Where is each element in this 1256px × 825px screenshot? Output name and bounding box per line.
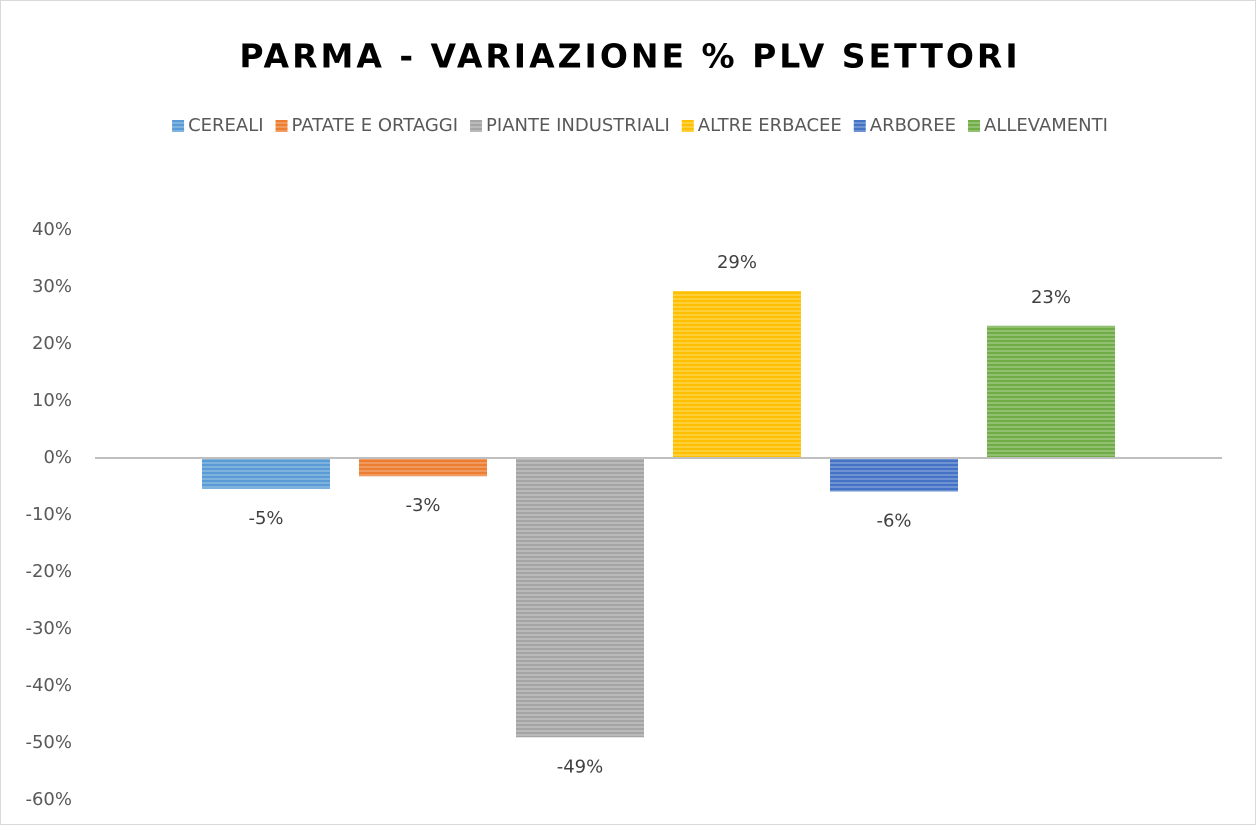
y-tick-label: -40% xyxy=(25,675,72,696)
legend-swatch xyxy=(968,120,981,132)
legend-swatch xyxy=(681,120,694,132)
bar xyxy=(673,290,801,458)
legend-label: PATATE E ORTAGGI xyxy=(292,115,458,136)
y-tick-label: 0% xyxy=(43,447,72,468)
bar xyxy=(987,325,1115,458)
y-tick-label: 20% xyxy=(32,333,72,354)
y-tick-label: 10% xyxy=(32,390,72,411)
data-label: 23% xyxy=(1031,287,1071,308)
legend-swatch xyxy=(470,120,483,132)
data-label: -49% xyxy=(557,756,604,777)
y-tick-label: -10% xyxy=(25,504,72,525)
legend-label: CEREALI xyxy=(188,115,263,136)
legend-label: PIANTE INDUSTRIALI xyxy=(486,115,670,136)
legend-swatch xyxy=(172,120,185,132)
y-tick-label: 40% xyxy=(32,219,72,240)
y-tick-label: -60% xyxy=(25,789,72,810)
bar xyxy=(359,458,487,477)
y-tick-label: -50% xyxy=(25,732,72,753)
bar xyxy=(202,458,330,489)
legend-swatch xyxy=(275,120,288,132)
data-label: -5% xyxy=(248,508,283,529)
y-tick-label: 30% xyxy=(32,276,72,297)
y-tick-label: -20% xyxy=(25,561,72,582)
bar xyxy=(516,458,644,738)
legend-label: ALLEVAMENTI xyxy=(984,115,1108,136)
y-tick-label: -30% xyxy=(25,618,72,639)
chart-title: PARMA - VARIAZIONE % PLV SETTORI xyxy=(239,37,1020,76)
data-label: -3% xyxy=(405,495,440,516)
bar xyxy=(830,458,958,492)
data-label: -6% xyxy=(876,511,911,532)
legend-swatch xyxy=(853,120,866,132)
data-label: 29% xyxy=(717,252,757,273)
legend-label: ALTRE ERBACEE xyxy=(698,115,842,136)
legend-label: ARBOREE xyxy=(870,115,956,136)
